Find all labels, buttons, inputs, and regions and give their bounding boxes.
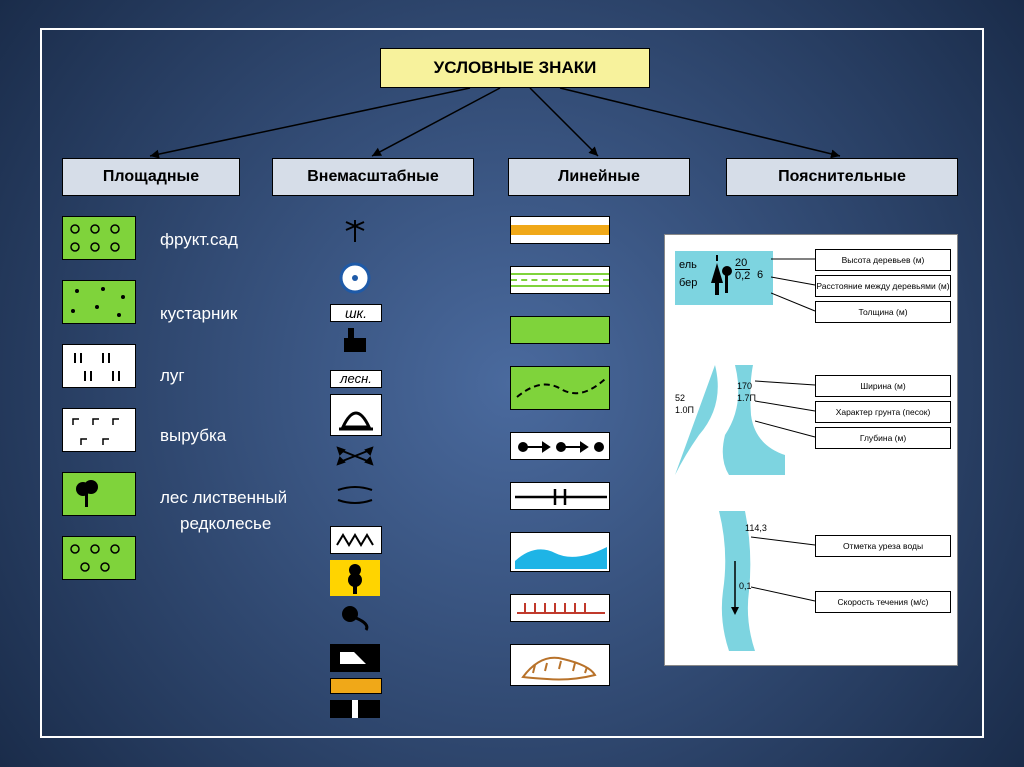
linear-column: [510, 216, 610, 708]
category-nonscale: Внемасштабные: [272, 158, 474, 196]
lin-water: [510, 532, 610, 572]
lin-red-comb: [510, 594, 610, 622]
svg-text:0,1: 0,1: [739, 581, 752, 591]
lin-contour: [510, 644, 610, 686]
label-orchard: фрукт.сад: [160, 230, 238, 250]
category-explanatory: Пояснительные: [726, 158, 958, 196]
leg-depth: Глубина (м): [815, 427, 951, 449]
leg-width: Ширина (м): [815, 375, 951, 397]
label-decidforest: лес лиственный: [160, 488, 287, 508]
ns-windmill: [330, 216, 380, 252]
lin-orange: [510, 216, 610, 244]
ns-shk: шк.: [330, 304, 382, 322]
category-linear: Линейные: [508, 158, 690, 196]
lin-double-tick: [510, 482, 610, 510]
leg-height: Высота деревьев (м): [815, 249, 951, 271]
txt-ber: бер: [679, 277, 697, 289]
leader-lines-1: [771, 249, 817, 325]
ns-orange-bar: [330, 678, 382, 694]
ns-curve-pair: [330, 484, 380, 520]
label-sparse: редколесье: [180, 514, 271, 534]
forest-block: ель бер 200,2 6: [675, 251, 773, 305]
swatch-clearing: [62, 408, 136, 452]
ns-house: [330, 328, 380, 364]
explanatory-panel: ель бер 200,2 6 Высота деревьев (м) Расс…: [664, 234, 958, 666]
svg-text:1.0П: 1.0П: [675, 405, 694, 415]
lin-green-dash: [510, 266, 610, 294]
swatch-sparse: [62, 536, 136, 580]
nonscale-column: шк. лесн.: [330, 216, 382, 724]
ns-lesn: лесн.: [330, 370, 382, 388]
ratio-top: 20: [735, 257, 747, 269]
ns-zigzag: [330, 526, 382, 554]
ns-dome: [330, 394, 382, 436]
leg-ground: Характер грунта (песок): [815, 401, 951, 423]
swatch-orchard: [62, 216, 136, 260]
lin-dots-arrows: [510, 432, 610, 460]
ns-circle-dot: [330, 258, 380, 298]
ns-tree8: [330, 560, 380, 596]
leg-thickness: Толщина (м): [815, 301, 951, 323]
label-meadow: луг: [160, 366, 185, 386]
swatch-decidforest: [62, 472, 136, 516]
swatch-meadow: [62, 344, 136, 388]
swatch-shrub: [62, 280, 136, 324]
ratio-bot: 0,2: [735, 269, 750, 282]
label-clearing: вырубка: [160, 426, 226, 446]
txt-el: ель: [679, 259, 697, 271]
svg-text:1.7П: 1.7П: [737, 393, 756, 403]
svg-text:170: 170: [737, 381, 752, 391]
leader-lines-2: [755, 375, 817, 451]
ns-cave: [330, 644, 380, 672]
lin-green-curve: [510, 366, 610, 410]
areal-column: [62, 216, 136, 600]
lin-solid-green: [510, 316, 610, 344]
leader-lines-3: [751, 531, 817, 611]
ratio-right: 6: [757, 269, 763, 281]
leg-speed: Скорость течения (м/с): [815, 591, 951, 613]
svg-text:52: 52: [675, 393, 685, 403]
ns-black-band: [330, 700, 380, 718]
ns-club: [330, 602, 380, 638]
leg-mark: Отметка уреза воды: [815, 535, 951, 557]
label-shrub: кустарник: [160, 304, 237, 324]
category-areal: Площадные: [62, 158, 240, 196]
ns-cross-arrows: [330, 442, 380, 478]
leg-distance: Расстояние между деревьями (м): [815, 275, 951, 297]
